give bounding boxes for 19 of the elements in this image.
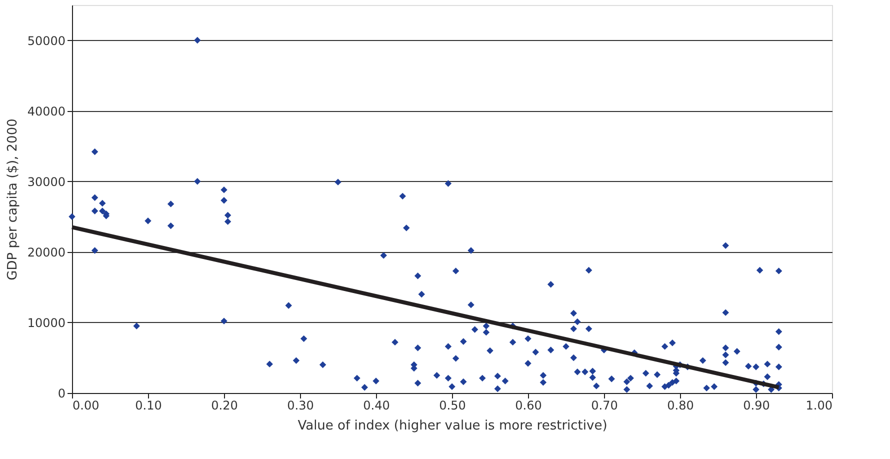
x-axis-title: Value of index (higher value is more restrictive) [298, 418, 608, 434]
x-tick-label: 0.20 [211, 398, 238, 412]
x-tick-label: 0.00 [72, 398, 100, 412]
y-tick-label: 50000 [27, 34, 66, 48]
x-tick-label: 0.40 [363, 398, 390, 412]
x-tick-label: 0.60 [515, 398, 542, 412]
y-tick-label: 10000 [27, 316, 66, 330]
x-tick-label: 1.00 [806, 398, 832, 412]
y-tick-label: 20000 [27, 245, 66, 260]
y-tick-label: 40000 [27, 104, 66, 118]
x-tick-label: 0.30 [287, 398, 314, 412]
x-tick-label: 0.10 [135, 398, 162, 412]
x-tick-label: 0.80 [667, 398, 694, 412]
x-tick-label: 0.50 [439, 398, 466, 412]
y-tick-label: 0 [58, 386, 66, 400]
x-tick-label: 0.90 [743, 398, 770, 412]
y-axis-title: GDP per capita ($), 2000 [5, 118, 20, 280]
x-tick-label: 0.70 [591, 398, 618, 412]
y-tick-label: 30000 [27, 174, 66, 189]
